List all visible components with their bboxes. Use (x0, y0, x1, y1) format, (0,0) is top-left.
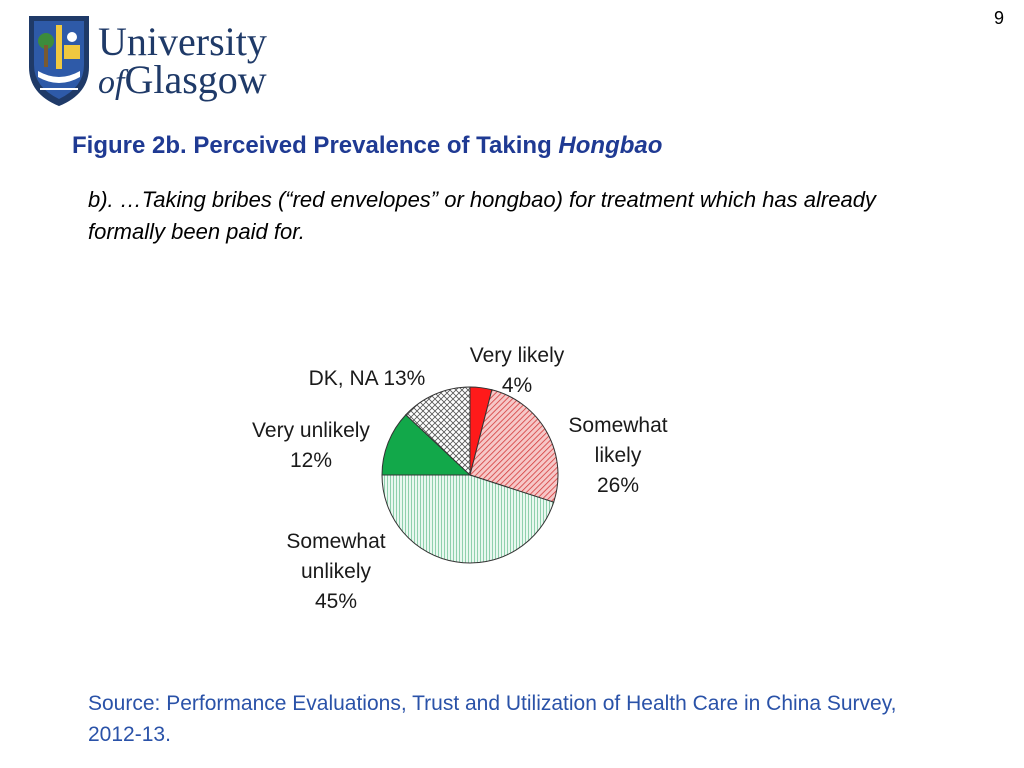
pie-label-dk-na: DK, NA 13% (309, 367, 426, 390)
wordmark-line-1: University (98, 18, 267, 64)
pie-label-somewhat-unlikely: Somewhat unlikely 45% (286, 530, 385, 613)
pie-slice-somewhat-likely (469, 389, 559, 503)
figure-title-emphasis: Hongbao (558, 132, 663, 159)
figure-title-main: Figure 2b. Perceived Prevalence of Takin… (72, 132, 559, 159)
pie-slices (381, 386, 559, 564)
pie-label-very-unlikely: Very unlikely 12% (252, 419, 370, 472)
pie-slice-dk-na (405, 386, 471, 477)
wordmark-glasgow: Glasgow (124, 56, 267, 102)
university-logo: University ofGlasgow (28, 15, 267, 107)
wordmark-line-2: ofGlasgow (98, 59, 267, 101)
pie-label-somewhat-likely: Somewhat likely 26% (568, 414, 667, 497)
pie-slice-very-unlikely (381, 414, 472, 476)
pie-labels: Very likely 4%Somewhat likely 26% Somewhat un… (252, 344, 668, 613)
slide-number: 9 (993, 8, 1004, 28)
figure-title: Figure 2b. Perceived Prevalence of Takin… (72, 132, 662, 160)
wordmark-of: of (98, 63, 125, 101)
pie-slice-somewhat-unlikely (381, 474, 555, 564)
pie-label-very-likely: Very likely 4% (470, 344, 565, 397)
university-wordmark: University ofGlasgow (98, 18, 267, 101)
source-note: Source: Performance Evaluations, Trust a… (88, 692, 897, 746)
university-crest-icon (29, 16, 89, 107)
survey-question: b). …Taking bribes (“red envelopes” or h… (88, 187, 876, 244)
